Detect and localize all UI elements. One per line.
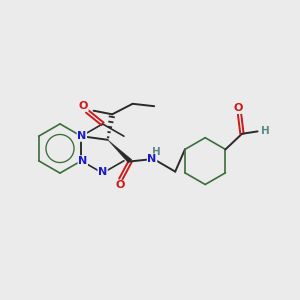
Text: N: N: [148, 154, 157, 164]
Text: O: O: [116, 180, 125, 190]
Text: O: O: [233, 103, 243, 113]
Text: H: H: [261, 126, 269, 136]
Text: N: N: [77, 131, 86, 141]
Text: N: N: [78, 156, 87, 166]
Text: H: H: [152, 147, 160, 158]
Text: O: O: [79, 101, 88, 111]
Text: N: N: [98, 167, 107, 177]
Polygon shape: [108, 140, 132, 163]
